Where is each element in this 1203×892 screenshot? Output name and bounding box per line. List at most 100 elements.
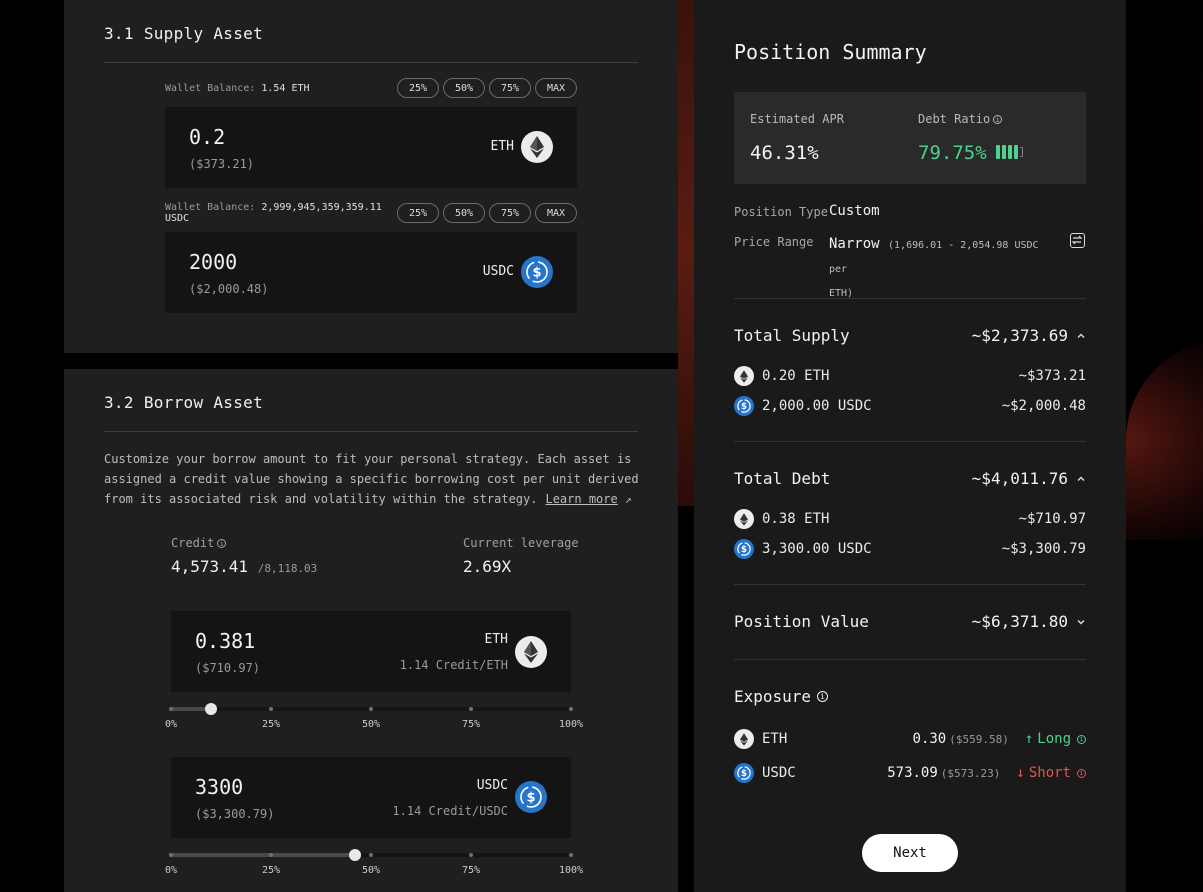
eth-borrow-amount[interactable]: 0.381: [195, 629, 256, 653]
eth-percent-buttons: 25% 50% 75% MAX: [397, 78, 577, 98]
info-icon[interactable]: i: [993, 115, 1003, 124]
slider-fill: [171, 853, 355, 857]
slider-tick[interactable]: [569, 707, 573, 711]
summary-divider: [734, 584, 1086, 585]
exposure-item-eth: ETH 0.30 ($559.58) ↑ Long i: [734, 729, 1086, 749]
price-range-value: Narrow (1,696.01 - 2,054.98 USDC per ETH): [829, 233, 1054, 305]
svg-text:$: $: [741, 769, 747, 779]
slider-tick[interactable]: [469, 853, 473, 857]
usdc-icon: $: [515, 781, 547, 813]
debt-item-usd: ~$710.97: [1018, 511, 1086, 527]
next-button[interactable]: Next: [862, 834, 958, 872]
usdc-icon: $: [734, 763, 754, 783]
slider-tick-label: 25%: [261, 865, 281, 876]
borrow-description-text: Customize your borrow amount to fit your…: [104, 452, 639, 506]
battery-icon: [996, 145, 1023, 159]
slider-tick[interactable]: [169, 853, 173, 857]
slider-tick[interactable]: [269, 853, 273, 857]
exposure-direction-text: Long: [1037, 731, 1071, 747]
supply-section-label: Supply Asset: [143, 24, 264, 43]
wallet-balance-label: Wallet Balance:: [165, 82, 256, 94]
borrow-description: Customize your borrow amount to fit your…: [104, 449, 644, 510]
usdc-borrow-usd: ($3,300.79): [195, 807, 275, 821]
slider-tick[interactable]: [169, 707, 173, 711]
slider-tick[interactable]: [369, 853, 373, 857]
usdc-supply-amount[interactable]: 2000: [189, 250, 238, 274]
total-debt-value: ~$4,011.76: [971, 469, 1068, 488]
supply-item-usdc: $2,000.00 USDC ~$2,000.48: [734, 396, 1086, 416]
exposure-direction-text: Short: [1028, 765, 1071, 781]
total-debt-row[interactable]: Total Debt ~$4,011.76: [734, 469, 1086, 488]
usdc-credit-rate: 1.14 Credit/USDC: [392, 804, 508, 818]
info-icon[interactable]: i: [1077, 768, 1086, 778]
usdc-borrow-amount[interactable]: 3300: [195, 775, 244, 799]
usdc-50-button[interactable]: 50%: [443, 203, 485, 223]
info-icon[interactable]: i: [217, 539, 227, 548]
slider-tick-label: 75%: [461, 719, 481, 730]
eth-borrow-input[interactable]: 0.381 ($710.97) ETH 1.14 Credit/ETH: [171, 611, 571, 692]
slider-tick[interactable]: [369, 707, 373, 711]
exposure-item-usdc: $ USDC 573.09 ($573.23) ↓ Short i: [734, 763, 1086, 783]
usdc-max-button[interactable]: MAX: [535, 203, 577, 223]
svg-text:$: $: [526, 791, 535, 806]
debt-item-usdc: $3,300.00 USDC ~$3,300.79: [734, 539, 1086, 559]
eth-50-button[interactable]: 50%: [443, 78, 485, 98]
supply-divider: [104, 62, 638, 63]
eth-icon: [521, 131, 553, 163]
leverage-label: Current leverage: [463, 536, 579, 550]
exposure-label: Exposure: [734, 687, 812, 706]
learn-more-link[interactable]: Learn more: [545, 492, 618, 506]
slider-tick-label: 100%: [558, 865, 584, 876]
debt-ratio-label-text: Debt Ratio: [918, 112, 991, 126]
apr-value: 46.31%: [750, 142, 819, 164]
position-type-label: Position Type: [734, 205, 828, 219]
borrow-section-label: Borrow Asset: [143, 393, 264, 412]
eth-supply-amount[interactable]: 0.2: [189, 125, 226, 149]
debt-ratio-value: 79.75%: [918, 142, 987, 164]
position-value-value: ~$6,371.80: [971, 612, 1068, 631]
slider-thumb[interactable]: [205, 703, 217, 715]
slider-tick-label: 100%: [558, 719, 584, 730]
price-range-name: Narrow: [829, 236, 880, 252]
eth-75-button[interactable]: 75%: [489, 78, 531, 98]
slider-tick[interactable]: [569, 853, 573, 857]
slider-tick-label: 50%: [361, 719, 381, 730]
swap-icon[interactable]: [1070, 233, 1085, 248]
slider-thumb[interactable]: [349, 849, 361, 861]
usdc-borrow-symbol: USDC: [476, 778, 508, 793]
usdc-wallet-row: Wallet Balance: 2,999,945,359,359.11 USD…: [165, 202, 577, 224]
eth-max-button[interactable]: MAX: [535, 78, 577, 98]
slider-tick[interactable]: [469, 707, 473, 711]
usdc-75-button[interactable]: 75%: [489, 203, 531, 223]
info-icon[interactable]: i: [817, 691, 829, 702]
slider-tick-label: 50%: [361, 865, 381, 876]
eth-icon: [734, 729, 754, 749]
slider-tick-label: 0%: [164, 865, 178, 876]
eth-borrow-slider[interactable]: 0% 25% 50% 75% 100%: [165, 699, 583, 730]
supply-section-title: 3.1 Supply Asset: [104, 24, 263, 43]
usdc-borrow-input[interactable]: 3300 ($3,300.79) USDC 1.14 Credit/USDC $: [171, 757, 571, 838]
slider-tick[interactable]: [269, 707, 273, 711]
borrow-section-title: 3.2 Borrow Asset: [104, 393, 263, 412]
exposure-heading: Exposure i: [734, 687, 1086, 706]
total-supply-row[interactable]: Total Supply ~$2,373.69: [734, 326, 1086, 345]
external-link-icon[interactable]: ↗: [624, 493, 632, 506]
usdc-icon: $: [734, 539, 754, 559]
chevron-down-icon[interactable]: [1076, 617, 1086, 627]
usdc-percent-buttons: 25% 50% 75% MAX: [397, 203, 577, 223]
eth-25-button[interactable]: 25%: [397, 78, 439, 98]
usdc-borrow-slider[interactable]: 0% 25% 50% 75% 100%: [165, 845, 583, 876]
position-value-row[interactable]: Position Value ~$6,371.80: [734, 612, 1086, 631]
svg-text:$: $: [741, 402, 747, 412]
chevron-up-icon[interactable]: [1076, 331, 1086, 341]
position-value-label: Position Value: [734, 612, 869, 631]
eth-icon: [734, 509, 754, 529]
apr-label: Estimated APR: [750, 112, 844, 126]
exposure-usd: ($559.58): [949, 733, 1009, 746]
info-icon[interactable]: i: [1077, 734, 1086, 744]
eth-supply-input[interactable]: 0.2 ($373.21) ETH: [165, 107, 577, 188]
usdc-supply-input[interactable]: 2000 ($2,000.48) USDC $: [165, 232, 577, 313]
price-range-label: Price Range: [734, 235, 814, 249]
chevron-up-icon[interactable]: [1076, 474, 1086, 484]
usdc-25-button[interactable]: 25%: [397, 203, 439, 223]
